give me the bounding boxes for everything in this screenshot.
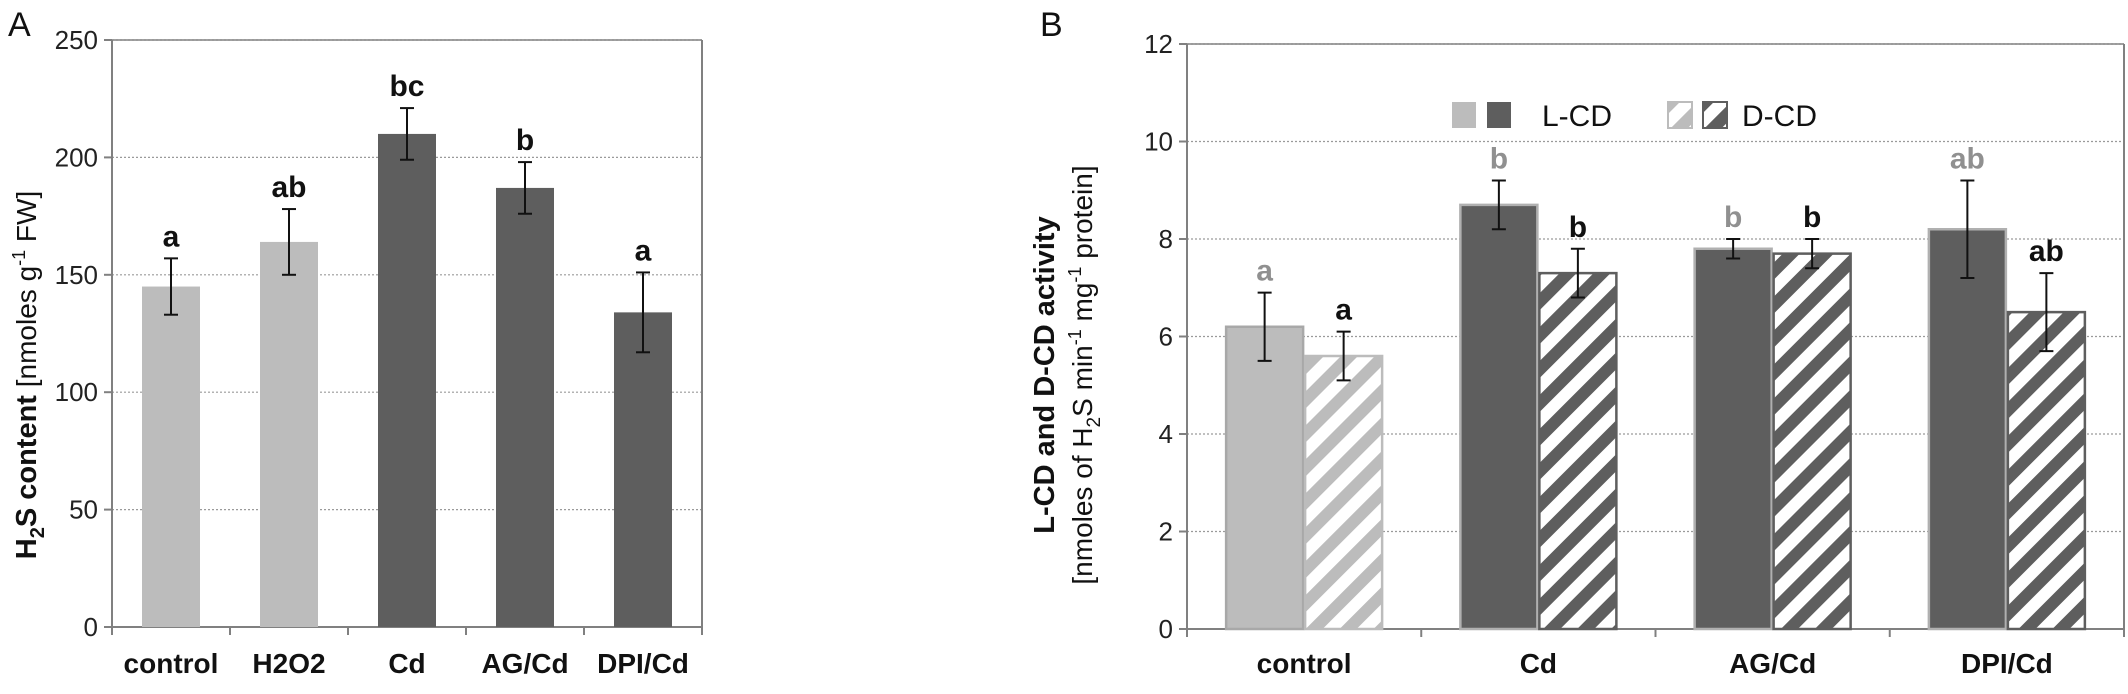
panel-a-ylabel: H2S content [nmoles g-1 FW] [9, 191, 49, 559]
legend-swatch-lcd-dark [1487, 102, 1511, 128]
panel-a-ylabel-unit-suffix: FW] [11, 191, 42, 250]
legend-swatch-dcd-dark [1702, 101, 1728, 129]
panel-b-ylabel-unit-prefix: [nmoles of H [1067, 427, 1098, 584]
panel-b-significance-label: ab [2029, 235, 2064, 268]
panel-b-ylabel-sup2: -1 [1065, 267, 1085, 283]
panel-b-category-label: control [1257, 648, 1352, 679]
panel-b-significance-label: b [1724, 201, 1742, 234]
panel-a-ylabel-sup: -1 [9, 250, 29, 266]
panel-b-significance-label: a [1335, 294, 1352, 327]
panel-a-letter: A [8, 6, 31, 44]
panel-b-ytick-label: 6 [1159, 322, 1173, 352]
panel-a-significance-label: a [163, 220, 180, 253]
panel-a-significance-label: a [635, 234, 652, 267]
panel-b-bar-lcd [1927, 228, 2008, 631]
panel-b-significance-label: b [1803, 201, 1821, 234]
panel-b-bar-lcd [1693, 247, 1773, 631]
panel-a-bar [496, 187, 554, 627]
panel-b-significance-label: b [1490, 143, 1508, 176]
panel-b-significance-label: ab [1950, 143, 1985, 176]
panel-b-category-label: Cd [1520, 648, 1557, 679]
panel-a-ylabel-bold-prefix: H [11, 538, 43, 559]
panel-a-category-label: DPI/Cd [597, 648, 689, 679]
panel-a-bar [260, 241, 318, 628]
panel-b-ylabel-line2: [nmoles of H2S min-1 mg-1 protein] [1065, 165, 1105, 584]
panel-b-ytick-label: 4 [1159, 419, 1173, 449]
panel-b-bar-dcd [1772, 252, 1852, 631]
panel-a-ylabel-unit-prefix: [nmoles g [11, 266, 42, 395]
panel-b-ytick-label: 8 [1159, 224, 1173, 254]
panel-b-bar-lcd [1224, 325, 1305, 631]
panel-a-ytick-label: 200 [55, 142, 98, 172]
panel-a-category-label: Cd [388, 648, 425, 679]
panel-b-bar-dcd [1538, 271, 1618, 631]
panel-a-bar [614, 312, 672, 627]
panel-a-ytick-label: 150 [55, 260, 98, 290]
legend-swatch-dcd-light [1667, 101, 1693, 129]
panel-b-significance-label: a [1256, 255, 1273, 288]
panel-b-category-label: DPI/Cd [1961, 648, 2053, 679]
panel-a-bar [142, 286, 200, 627]
legend-label-lcd: L-CD [1542, 100, 1612, 133]
panel-a-ytick-label: 0 [84, 612, 98, 642]
panel-a-significance-label: bc [389, 70, 424, 103]
panel-a-significance-label: ab [271, 171, 306, 204]
panel-b-bar-dcd [1303, 354, 1384, 631]
panel-a-category-label: H2O2 [252, 648, 325, 679]
panel-a-category-label: AG/Cd [481, 648, 568, 679]
panel-a-ylabel-bold-suffix: S content [11, 395, 43, 527]
panel-b-ylabel-mid2: mg [1067, 283, 1098, 330]
legend-swatch-lcd-light [1452, 102, 1476, 128]
panel-b-ytick-label: 2 [1159, 517, 1173, 547]
panel-b-ytick-label: 10 [1144, 127, 1173, 157]
panel-b-letter: B [1040, 6, 1063, 44]
panel-b-ytick-label: 12 [1144, 29, 1173, 59]
panel-b-ylabel-sub: 2 [1084, 417, 1105, 428]
panel-b-ylabel-unit-suffix: protein] [1067, 165, 1098, 266]
panel-b-ytick-label: 0 [1159, 614, 1173, 644]
panel-a-ytick-label: 250 [55, 25, 98, 55]
panel-b-ylabel-title: L-CD and D-CD activity [1029, 216, 1061, 533]
panel-a-ytick-label: 100 [55, 377, 98, 407]
panel-a-bar [378, 133, 436, 628]
panel-a-category-label: control [124, 648, 219, 679]
panel-b-plot: 0 2 4 6 8 10 12 a a control b b Cd b b AG/Cd ab ab DPI/Cd L… [1144, 29, 2125, 679]
panel-b-category-label: AG/Cd [1729, 648, 1816, 679]
panel-a-plot: 0 50 100 150 200 250 a control ab H2O2 bc Cd b AG/Cd a… [55, 25, 703, 679]
panel-a-ylabel-sub: 2 [27, 527, 49, 538]
panel-a-ytick-label: 50 [69, 495, 98, 525]
panel-b-significance-label: b [1569, 211, 1587, 244]
legend-label-dcd: D-CD [1742, 100, 1817, 133]
panel-b-ylabel-sup1: -1 [1065, 329, 1085, 345]
panel-a-significance-label: b [516, 124, 534, 157]
panel-b-legend: L-CD D-CD [1452, 100, 1817, 133]
panel-b-bar-dcd [2006, 310, 2087, 631]
panel-b-ylabel-line1: L-CD and D-CD activity [1029, 216, 1061, 533]
panel-b-bar-lcd [1459, 203, 1539, 631]
panel-b-ylabel-mid1: S min [1067, 345, 1098, 417]
